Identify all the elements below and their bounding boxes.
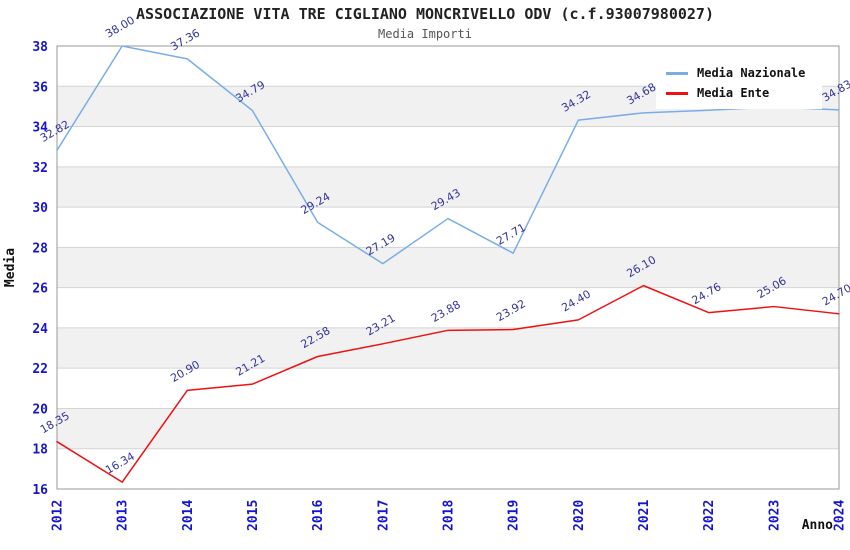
series-line-media-nazionale xyxy=(56,45,840,265)
plot-band xyxy=(57,287,839,328)
y-tick-label: 20 xyxy=(32,402,48,417)
plot-band xyxy=(57,327,839,369)
x-tick-label: 2024 xyxy=(833,500,848,531)
legend-item-media-ente: Media Ente xyxy=(666,83,822,103)
x-tick-label: 2017 xyxy=(376,500,391,531)
x-tick-label: 2018 xyxy=(442,500,457,531)
legend-item-media-nazionale: Media Nazionale xyxy=(666,63,822,83)
legend-line-red-icon xyxy=(666,91,688,95)
chart-subtitle: Media Importi xyxy=(378,27,472,41)
y-tick-label: 38 xyxy=(32,40,48,55)
y-tick-label: 32 xyxy=(32,161,48,176)
x-axis-title: Anno xyxy=(802,518,833,533)
plot-band xyxy=(57,166,839,208)
y-tick-label: 22 xyxy=(32,362,48,377)
plot-band xyxy=(57,207,839,248)
y-tick-label: 16 xyxy=(32,483,48,498)
x-tick-label: 2014 xyxy=(181,500,196,531)
x-tick-label: 2023 xyxy=(767,500,782,531)
x-tick-label: 2016 xyxy=(311,500,326,531)
y-tick-label: 18 xyxy=(32,443,48,458)
x-tick-label: 2021 xyxy=(637,500,652,531)
x-tick-label: 2013 xyxy=(116,500,131,531)
x-tick-label: 2012 xyxy=(51,500,66,531)
series-line-media-ente xyxy=(56,284,840,483)
y-axis-title: Media xyxy=(3,248,18,287)
plot-band xyxy=(57,247,839,288)
y-tick-label: 24 xyxy=(32,322,48,337)
y-tick-label: 30 xyxy=(32,201,48,216)
x-tick-label: 2019 xyxy=(507,500,522,531)
y-tick-label: 28 xyxy=(32,241,48,256)
y-tick-label: 34 xyxy=(32,121,48,136)
x-tick-label: 2020 xyxy=(572,500,587,531)
plot-band xyxy=(57,448,839,489)
legend-label-media-nazionale: Media Nazionale xyxy=(697,66,806,80)
plot-band xyxy=(57,368,839,409)
x-tick-label: 2015 xyxy=(246,500,261,531)
x-tick-label: 2022 xyxy=(702,500,717,531)
legend-line-blue-icon xyxy=(666,71,688,75)
legend-label-media-ente: Media Ente xyxy=(697,86,770,100)
plot-band xyxy=(57,126,839,167)
plot-band xyxy=(57,408,839,449)
chart-title: ASSOCIAZIONE VITA TRE CIGLIANO MONCRIVEL… xyxy=(136,5,714,23)
y-tick-label: 26 xyxy=(32,282,48,297)
y-tick-label: 36 xyxy=(32,80,48,95)
legend: Media Nazionale Media Ente xyxy=(656,57,822,109)
plot-border xyxy=(56,45,840,490)
